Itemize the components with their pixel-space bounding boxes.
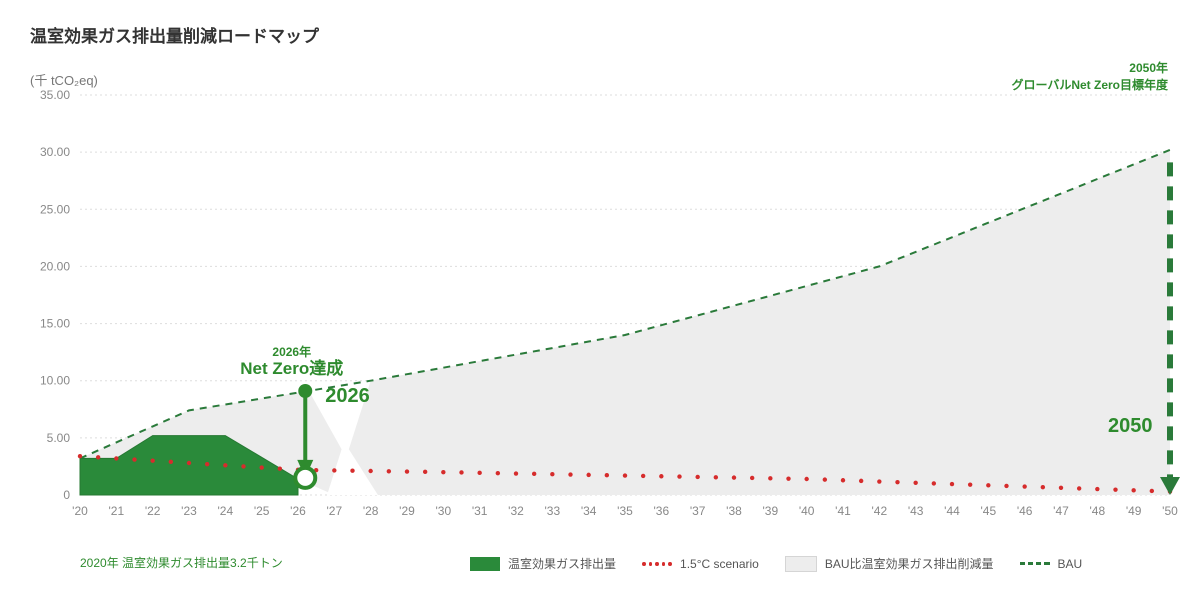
svg-text:'34: '34: [581, 504, 597, 518]
top-right-line2: グローバルNet Zero目標年度: [1011, 77, 1168, 94]
svg-text:'23: '23: [181, 504, 197, 518]
svg-text:'39: '39: [763, 504, 779, 518]
svg-text:'20: '20: [72, 504, 88, 518]
svg-text:'30: '30: [436, 504, 452, 518]
svg-text:'44: '44: [944, 504, 960, 518]
marker-2050: 2050: [1108, 415, 1153, 438]
svg-text:5.00: 5.00: [47, 431, 71, 445]
svg-text:'25: '25: [254, 504, 270, 518]
svg-text:'37: '37: [690, 504, 706, 518]
svg-text:'32: '32: [508, 504, 524, 518]
marker-2026: 2026: [325, 385, 370, 408]
svg-text:30.00: 30.00: [40, 145, 70, 159]
svg-text:0: 0: [63, 488, 70, 502]
legend-swatch: [785, 556, 817, 572]
svg-text:'26: '26: [290, 504, 306, 518]
legend-label: 温室効果ガス排出量: [508, 555, 616, 572]
svg-text:'24: '24: [218, 504, 234, 518]
svg-text:'29: '29: [399, 504, 415, 518]
legend-label: 1.5°C scenario: [680, 557, 759, 571]
chart-container: 温室効果ガス排出量削減ロードマップ (千 tCO₂eq) 05.0010.001…: [0, 0, 1200, 596]
svg-text:'41: '41: [835, 504, 851, 518]
svg-text:'50: '50: [1162, 504, 1178, 518]
legend-item: 温室効果ガス排出量: [470, 555, 616, 572]
legend: 温室効果ガス排出量 1.5°C scenario BAU比温室効果ガス排出削減量 BA…: [470, 555, 1082, 572]
svg-text:'35: '35: [617, 504, 633, 518]
top-right-note: 2050年 グローバルNet Zero目標年度: [1011, 60, 1168, 94]
top-right-line1: 2050年: [1011, 60, 1168, 77]
net-zero-text: Net Zero達成: [240, 359, 343, 379]
legend-item: BAU比温室効果ガス排出削減量: [785, 555, 994, 572]
svg-text:'31: '31: [472, 504, 488, 518]
svg-text:'46: '46: [1017, 504, 1033, 518]
legend-item: BAU: [1020, 557, 1083, 571]
svg-text:'21: '21: [109, 504, 125, 518]
svg-text:'22: '22: [145, 504, 161, 518]
svg-text:'36: '36: [654, 504, 670, 518]
legend-swatch: [642, 557, 672, 571]
svg-text:'28: '28: [363, 504, 379, 518]
svg-text:'45: '45: [981, 504, 997, 518]
net-zero-label: 2026年 Net Zero達成: [240, 345, 343, 380]
svg-text:15.00: 15.00: [40, 317, 70, 331]
svg-text:35.00: 35.00: [40, 88, 70, 102]
net-zero-year: 2026年: [240, 345, 343, 359]
svg-text:'47: '47: [1053, 504, 1069, 518]
svg-text:'40: '40: [799, 504, 815, 518]
svg-text:'42: '42: [872, 504, 888, 518]
svg-text:'27: '27: [327, 504, 343, 518]
svg-text:25.00: 25.00: [40, 202, 70, 216]
legend-item: 1.5°C scenario: [642, 557, 759, 571]
legend-swatch: [470, 557, 500, 571]
svg-text:'38: '38: [726, 504, 742, 518]
svg-text:'33: '33: [545, 504, 561, 518]
footnote: 2020年 温室効果ガス排出量3.2千トン: [80, 554, 283, 571]
legend-label: BAU比温室効果ガス排出削減量: [825, 555, 994, 572]
svg-text:20.00: 20.00: [40, 259, 70, 273]
svg-text:'43: '43: [908, 504, 924, 518]
legend-swatch: [1020, 557, 1050, 571]
svg-text:'49: '49: [1126, 504, 1142, 518]
svg-text:10.00: 10.00: [40, 374, 70, 388]
legend-label: BAU: [1058, 557, 1083, 571]
svg-text:'48: '48: [1090, 504, 1106, 518]
